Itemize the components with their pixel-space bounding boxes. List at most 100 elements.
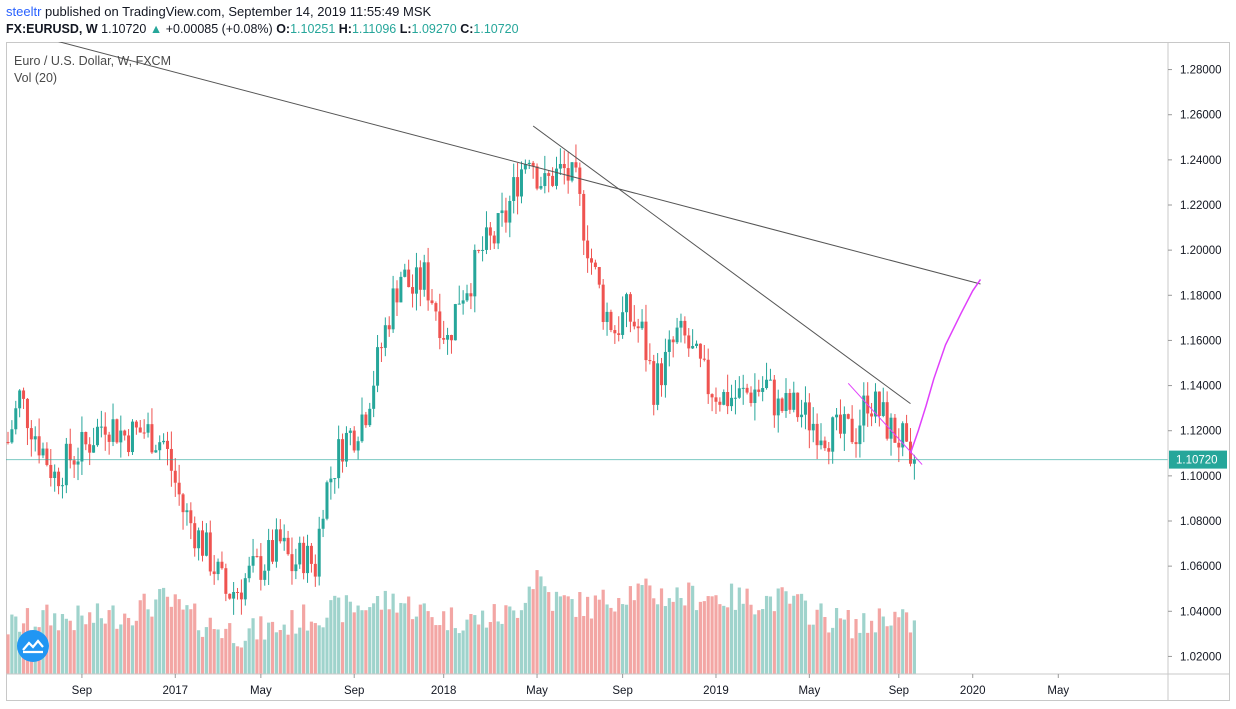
candle-body: [45, 448, 49, 465]
candle-body: [84, 431, 88, 445]
volume-bar: [523, 602, 527, 674]
candle-body: [873, 391, 877, 417]
high-value: 1.11096: [351, 22, 397, 36]
volume-bar: [255, 639, 259, 674]
candle-body: [158, 442, 162, 451]
up-arrow-icon: ▲: [149, 22, 163, 36]
candle-body: [706, 359, 710, 395]
candle-body: [590, 258, 593, 263]
volume-bar: [270, 621, 275, 674]
candle-body: [741, 387, 745, 389]
volume-bar: [694, 610, 699, 674]
candle-body: [208, 532, 212, 572]
tradingview-logo-icon[interactable]: [17, 630, 49, 662]
candle-body: [99, 426, 103, 428]
candle-body: [586, 240, 590, 259]
candle-body: [111, 419, 115, 442]
symbol-header: FX:EURUSD, W 1.10720 ▲ +0.00085 (+0.08%)…: [6, 22, 519, 36]
volume-bar: [99, 618, 103, 674]
volume-bar: [430, 617, 434, 674]
candle-body: [784, 393, 788, 411]
volume-bar: [578, 592, 582, 674]
volume-bar: [294, 633, 298, 674]
candle-body: [698, 343, 702, 359]
candle-body: [57, 471, 61, 487]
chart-canvas[interactable]: 1.28000 1.26000 1.24000 1.22000 1.20000 1.180…: [6, 42, 1230, 701]
volume-bar: [53, 613, 57, 674]
candle-body: [846, 414, 850, 419]
candle-body: [621, 312, 625, 335]
candle-body: [593, 262, 597, 268]
volume-bar: [484, 627, 489, 674]
chart-frame: [6, 42, 1230, 701]
candle-body: [881, 402, 885, 416]
volume-bar: [177, 599, 181, 674]
volume-bar: [356, 605, 360, 674]
candle-body: [271, 540, 275, 562]
y-tick-label: 1.28000: [1180, 65, 1222, 77]
volume-bar: [519, 610, 524, 674]
candle-body: [127, 435, 131, 453]
volume-bar: [204, 627, 208, 674]
volume-bar: [850, 638, 854, 674]
volume-bar: [799, 593, 804, 674]
candle-body: [551, 175, 555, 186]
author-link[interactable]: steeltr: [6, 4, 42, 19]
candle-body: [733, 397, 737, 399]
candle-body: [446, 335, 450, 340]
y-tick-label: 1.06000: [1180, 561, 1222, 573]
candle-body: [516, 177, 520, 197]
volume-bar: [912, 620, 916, 674]
volume-bar: [617, 598, 621, 674]
volume-bar: [624, 604, 629, 674]
volume-bar: [838, 618, 843, 674]
candle-body: [60, 485, 64, 487]
volume-bar: [461, 630, 465, 674]
volume-bar: [6, 634, 10, 674]
volume-bar: [691, 585, 695, 674]
volume-bar: [652, 598, 656, 674]
volume-bar: [364, 610, 368, 674]
volume-bar: [123, 613, 127, 674]
volume-bar: [193, 603, 197, 674]
volume-bar: [706, 596, 710, 674]
candle-body: [103, 426, 107, 435]
volume-bar: [831, 627, 835, 674]
volume-bar: [504, 605, 508, 674]
candle-body: [259, 556, 263, 580]
x-tick-label: 2018: [431, 685, 457, 697]
x-tick-label: 2020: [960, 685, 986, 697]
volume-bar: [811, 624, 815, 674]
price-change: +0.00085 (+0.08%): [165, 22, 273, 36]
candle-body: [757, 389, 761, 392]
volume-bar: [216, 629, 220, 674]
volume-bar: [671, 601, 675, 674]
candle-body: [687, 335, 691, 349]
volume-bar: [181, 609, 185, 674]
candle-body: [92, 445, 96, 453]
candle-body: [286, 537, 290, 555]
volume-bar: [729, 583, 734, 674]
candle-body: [710, 394, 714, 398]
volume-bar: [819, 603, 823, 674]
candle-body: [228, 593, 232, 599]
volume-bar: [56, 630, 61, 674]
volume-bar: [259, 616, 263, 674]
volume-bar: [508, 606, 512, 674]
volume-bar: [827, 632, 831, 674]
candle-body: [442, 338, 446, 340]
volume-bar: [162, 587, 166, 674]
volume-bar: [169, 606, 173, 674]
close-value: 1.10720: [473, 22, 519, 36]
candle-body: [376, 347, 380, 386]
candle-body: [535, 166, 539, 189]
candle-body: [321, 518, 325, 529]
candle-body: [173, 470, 177, 483]
volume-bar: [515, 617, 520, 674]
candle-body: [290, 554, 294, 572]
volume-bar: [675, 587, 679, 674]
volume-bar: [908, 632, 913, 674]
volume-bar: [512, 610, 516, 674]
candle-body: [123, 430, 127, 436]
volume-bar: [344, 595, 349, 674]
